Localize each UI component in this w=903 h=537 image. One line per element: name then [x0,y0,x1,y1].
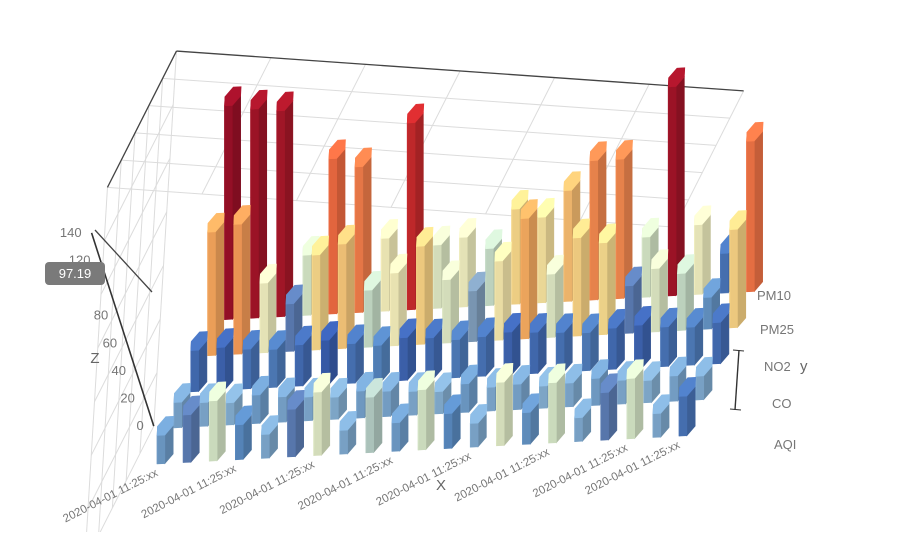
svg-text:140: 140 [60,225,82,240]
svg-text:AQI: AQI [774,437,796,452]
svg-text:0: 0 [137,418,144,433]
svg-text:PM10: PM10 [757,288,791,303]
svg-text:40: 40 [112,363,126,378]
svg-text:Z: Z [90,350,99,367]
svg-text:20: 20 [120,391,134,406]
svg-text:PM25: PM25 [760,322,794,337]
svg-text:60: 60 [103,335,117,350]
svg-text:80: 80 [94,308,108,323]
svg-text:y: y [800,358,808,375]
svg-text:NO2: NO2 [764,359,791,374]
svg-text:CO: CO [772,396,792,411]
svg-text:X: X [436,477,446,494]
svg-text:97.19: 97.19 [59,266,92,281]
